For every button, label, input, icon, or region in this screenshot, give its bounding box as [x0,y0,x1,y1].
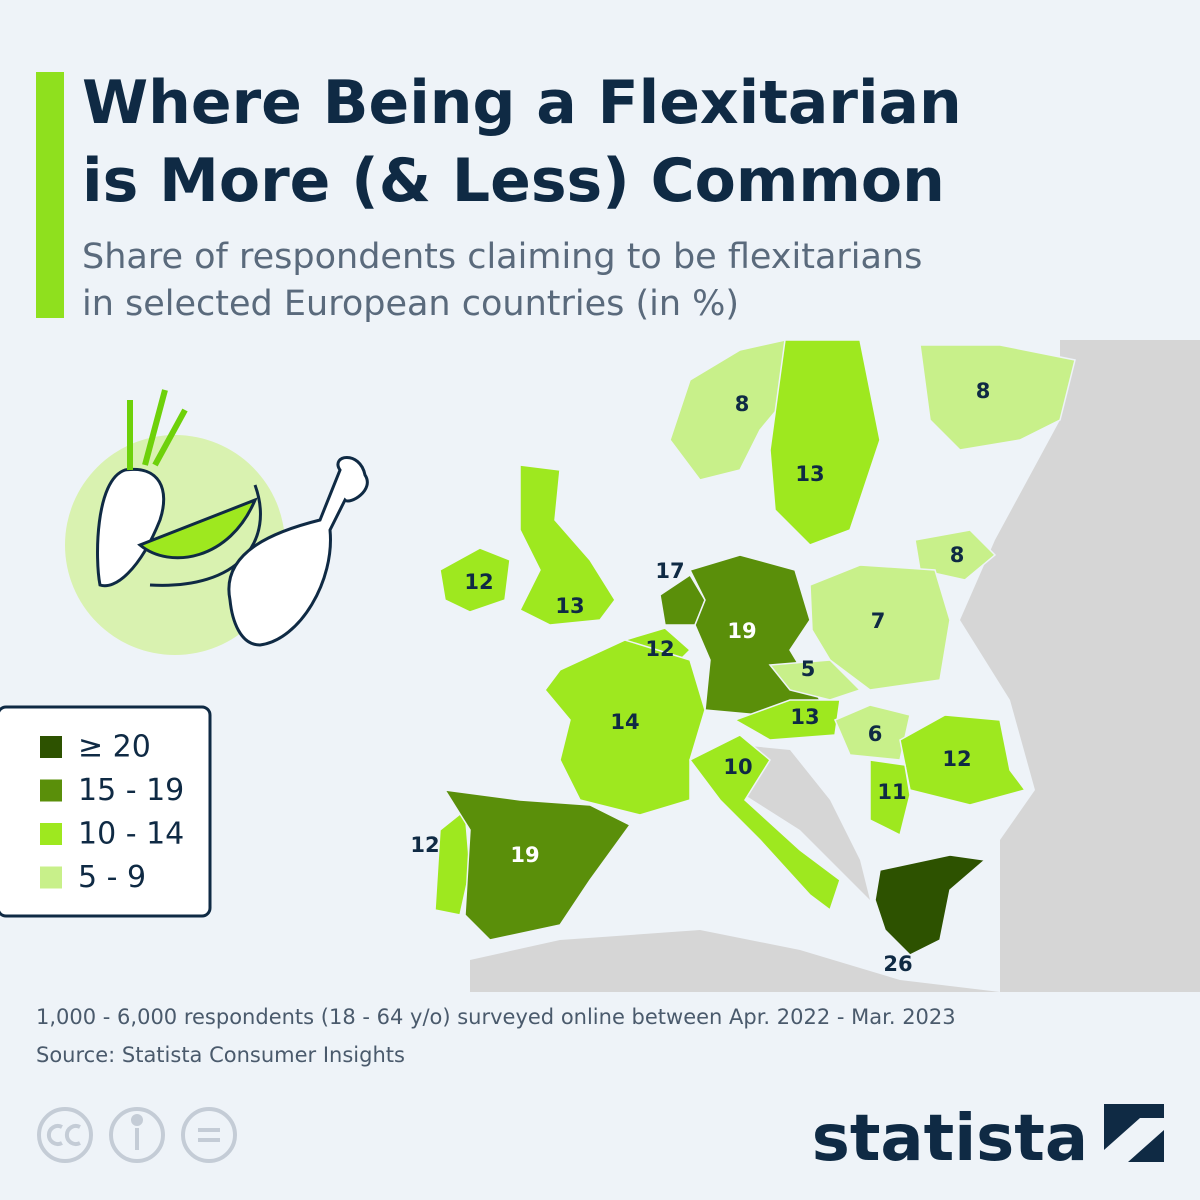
value-label: 8 [976,379,991,403]
brand: statista [812,1102,1088,1176]
value-label: 13 [555,594,584,618]
country [869,759,911,837]
value-label: 7 [871,609,886,633]
value-label: 8 [735,392,750,416]
country [769,339,881,546]
value-label: 13 [790,705,819,729]
source: Source: Statista Consumer Insights [36,1043,405,1067]
country [874,854,987,956]
legend-swatch [40,779,62,802]
footnote: 1,000 - 6,000 respondents (18 - 64 y/o) … [36,1005,956,1029]
country [809,564,951,691]
legend-label: 15 - 19 [78,773,184,808]
subtitle: Share of respondents claiming to be flex… [82,237,922,277]
value-label: 12 [410,833,439,857]
legend-swatch [40,823,62,845]
legend-label: ≥ 20 [78,730,151,765]
country [899,714,1027,806]
value-label: 19 [727,619,756,643]
value-label: 11 [877,780,906,804]
value-label: 8 [950,543,965,567]
country [544,639,706,816]
brand-logo [1104,1104,1164,1162]
country [919,344,1076,451]
value-label: 13 [795,462,824,486]
food-icon [65,389,369,655]
value-label: 26 [883,952,912,976]
country [518,464,616,626]
value-label: 10 [723,755,752,779]
value-label: 17 [655,559,684,583]
land [470,930,1000,992]
legend-box [0,705,212,918]
accent-bar [36,72,64,318]
title: is More (& Less) Common [82,146,945,216]
legend-swatch [40,736,62,758]
country [688,734,841,912]
value-label: 12 [464,570,493,594]
country [439,547,511,613]
value-label: 19 [510,843,539,867]
license-icons [37,1107,237,1163]
country [733,699,841,741]
value-label: 12 [645,637,674,661]
land [960,340,1200,992]
legend-label: 10 - 14 [78,817,184,852]
legend-label: 5 - 9 [78,860,146,895]
country [914,529,997,581]
map: 8 8 13 12 13 17 12 19 8 7 5 13 6 12 11 14 10 12 19 26 [410,339,1200,992]
country [768,659,862,701]
value-label: 6 [868,722,883,746]
country [443,789,632,941]
value-label: 14 [610,710,639,734]
legend-swatch [40,866,62,889]
subtitle: in selected European countries (in %) [82,284,739,324]
value-label: 12 [942,747,971,771]
value-label: 5 [801,657,816,681]
title: Where Being a Flexitarian [82,68,962,138]
